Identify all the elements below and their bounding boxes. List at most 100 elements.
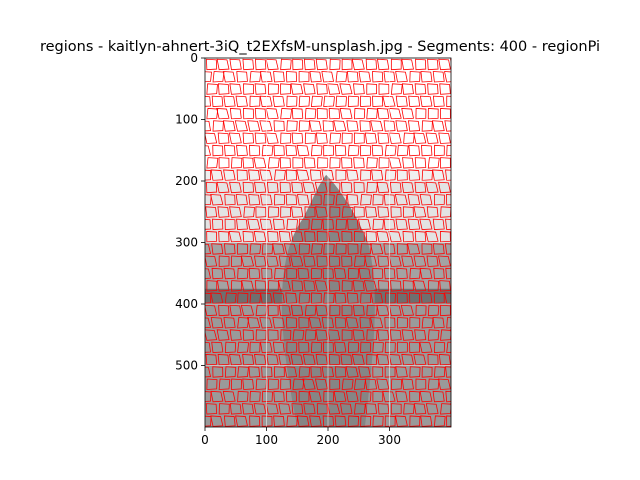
segment-boundary xyxy=(345,390,359,403)
segment-boundary xyxy=(459,416,470,426)
segment-boundary xyxy=(290,230,304,243)
segment-boundary xyxy=(407,194,421,206)
segment-boundary xyxy=(242,58,255,71)
segment-boundary xyxy=(218,304,230,317)
segment-boundary xyxy=(278,353,291,366)
segment-boundary xyxy=(253,157,267,169)
segment-boundary xyxy=(249,415,261,427)
segment-boundary xyxy=(242,132,255,144)
segment-boundary xyxy=(347,95,359,108)
segment-boundary xyxy=(248,194,261,206)
segment-boundary xyxy=(438,58,451,71)
segment-boundary xyxy=(205,132,218,144)
segment-boundary xyxy=(286,415,299,427)
segment-boundary xyxy=(303,403,316,415)
segment-boundary xyxy=(272,218,285,231)
segment-boundary xyxy=(432,71,445,83)
segment-boundary xyxy=(274,267,286,280)
segment-boundary xyxy=(193,207,204,217)
segment-boundary xyxy=(376,230,390,243)
segment-boundary xyxy=(459,195,470,205)
segment-boundary xyxy=(194,133,204,143)
segment-boundary xyxy=(420,71,433,83)
segment-boundary xyxy=(329,378,341,390)
segment-boundary xyxy=(216,280,230,292)
segment-boundary xyxy=(346,120,359,132)
segment-boundary xyxy=(298,390,310,403)
segment-boundary xyxy=(377,108,390,120)
segment-boundary xyxy=(322,415,334,427)
segment-boundary xyxy=(449,304,451,310)
segment-boundary xyxy=(366,108,378,120)
segment-boundary xyxy=(433,415,446,427)
segment-boundary xyxy=(452,354,462,364)
segment-boundary xyxy=(315,132,328,144)
y-tick-label: 500 xyxy=(175,359,198,373)
segment-boundary xyxy=(457,121,469,131)
segment-boundary xyxy=(396,243,408,255)
segment-boundary xyxy=(216,58,230,71)
segment-boundary xyxy=(341,255,353,267)
segment-boundary xyxy=(409,317,421,329)
segment-boundary xyxy=(280,329,292,341)
segment-boundary xyxy=(298,120,311,132)
segment-boundary xyxy=(371,169,384,181)
segment-boundary xyxy=(265,58,279,71)
segment-boundary xyxy=(261,243,274,255)
segment-boundary xyxy=(261,390,273,403)
segment-boundary xyxy=(212,218,224,231)
segment-boundary xyxy=(249,243,262,255)
segment-boundary xyxy=(383,243,396,255)
segment-boundary xyxy=(231,280,242,292)
segment-boundary xyxy=(426,255,439,267)
segment-boundary xyxy=(335,71,348,83)
segment-boundary xyxy=(414,231,427,243)
segment-boundary xyxy=(459,318,469,328)
segment-boundary xyxy=(280,83,291,95)
segment-boundary xyxy=(345,317,359,329)
segment-boundary xyxy=(224,194,236,206)
segment-boundary xyxy=(414,157,427,169)
segment-boundary xyxy=(205,255,218,267)
segment-boundary xyxy=(229,58,242,71)
segment-boundary xyxy=(249,292,262,304)
segment-boundary xyxy=(334,341,347,354)
segment-boundary xyxy=(315,354,328,366)
chart-title: regions - kaitlyn-ahnert-3iQ_t2EXfsM-uns… xyxy=(40,39,600,55)
segment-boundary xyxy=(274,194,285,206)
segment-boundary xyxy=(304,108,317,120)
segment-boundary xyxy=(205,280,206,286)
segment-boundary xyxy=(242,181,255,194)
segment-boundary xyxy=(285,144,298,157)
segment-boundary xyxy=(242,378,255,390)
segment-boundary xyxy=(458,293,469,303)
segment-boundary xyxy=(372,218,384,231)
segment-boundary xyxy=(388,230,402,243)
segment-boundary xyxy=(211,95,224,108)
segment-boundary xyxy=(326,403,341,415)
segment-boundary xyxy=(267,83,279,95)
segment-boundary xyxy=(372,95,384,108)
segment-boundary xyxy=(364,132,378,144)
segment-boundary xyxy=(396,292,408,304)
segment-boundary xyxy=(310,243,323,255)
segment-boundary xyxy=(377,132,390,144)
segment-boundary xyxy=(217,354,230,366)
segment-boundary xyxy=(364,378,378,390)
segment-boundary xyxy=(425,403,439,415)
segment-boundary xyxy=(304,304,317,317)
segment-boundary xyxy=(205,317,212,329)
segment-boundary xyxy=(458,170,469,180)
segment-boundary xyxy=(291,181,304,194)
segment-boundary xyxy=(401,83,414,95)
segment-boundary xyxy=(396,267,408,280)
segment-boundary xyxy=(310,95,323,108)
segment-boundary xyxy=(439,231,451,243)
segment-boundary xyxy=(433,144,445,157)
segment-boundary xyxy=(229,108,242,120)
segment-boundary xyxy=(388,107,402,120)
x-tick-label: 300 xyxy=(378,433,401,447)
segment-boundary xyxy=(267,231,279,243)
segment-boundary xyxy=(237,366,249,378)
segment-boundary xyxy=(217,83,230,95)
